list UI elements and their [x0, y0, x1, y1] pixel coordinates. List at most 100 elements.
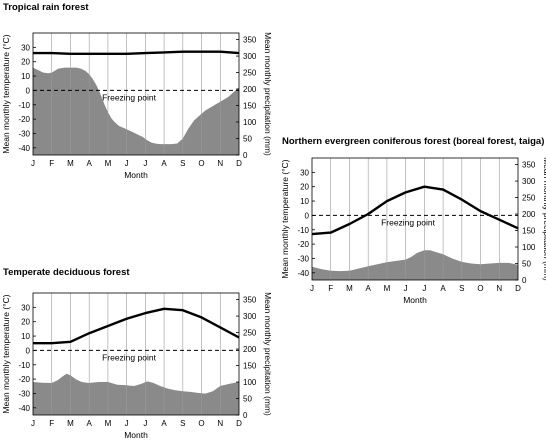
x-axis-label: Month — [124, 430, 148, 440]
precipitation-tick-label: 0 — [522, 276, 527, 285]
month-label: F — [328, 284, 333, 293]
precipitation-tick-label: 200 — [243, 85, 257, 94]
plot-frame — [32, 292, 240, 416]
month-label: N — [217, 419, 223, 428]
temperature-tick-label: 20 — [21, 318, 30, 327]
precipitation-axis-label: Mean monthly precipitation (mm) — [542, 157, 546, 281]
precipitation-tick-label: 100 — [243, 118, 257, 127]
month-label: J — [422, 284, 426, 293]
panel-plot: Freezing point3020100-10-20-30-403503002… — [1, 292, 273, 440]
freezing-point-label: Freezing point — [102, 92, 157, 102]
temperature-tick-label: 30 — [300, 168, 309, 177]
temperature-axis-label: Mean monthly temperature (°C) — [1, 294, 11, 413]
temperature-tick-label: -20 — [18, 115, 30, 124]
month-label: F — [49, 159, 54, 168]
temperature-tick-label: 30 — [21, 303, 30, 312]
month-label: D — [236, 159, 242, 168]
temperature-tick-label: -40 — [18, 144, 30, 153]
temperature-tick-label: -40 — [297, 269, 309, 278]
month-label: D — [236, 419, 242, 428]
panel-plot: Freezing point3020100-10-20-30-403503002… — [280, 157, 546, 305]
panel-title: Tropical rain forest — [3, 2, 89, 13]
temperature-tick-label: 20 — [21, 58, 30, 67]
month-label: M — [105, 419, 112, 428]
temperature-tick-label: 10 — [21, 72, 30, 81]
panel-temperate-deciduous-forest: Temperate deciduous forest Freezing poin… — [1, 267, 273, 440]
month-label: A — [161, 419, 167, 428]
month-label: S — [180, 419, 185, 428]
temperature-tick-label: 0 — [26, 346, 31, 355]
x-axis-label: Month — [124, 170, 148, 180]
temperature-tick-label: 10 — [21, 332, 30, 341]
temperature-tick-label: 20 — [300, 183, 309, 192]
precipitation-tick-label: 150 — [522, 227, 536, 236]
month-label: D — [515, 284, 521, 293]
month-label: O — [198, 159, 204, 168]
month-label: A — [161, 159, 167, 168]
temperature-line — [33, 307, 240, 345]
month-label: S — [180, 159, 185, 168]
month-label: A — [440, 284, 446, 293]
precipitation-tick-label: 300 — [243, 52, 257, 61]
month-label: J — [404, 284, 408, 293]
x-axis-label: Month — [403, 295, 427, 305]
month-label: O — [198, 419, 204, 428]
month-label: M — [105, 159, 112, 168]
temperature-tick-label: 0 — [305, 211, 310, 220]
month-label: A — [366, 284, 372, 293]
temperature-tick-label: 30 — [21, 43, 30, 52]
precipitation-tick-label: 300 — [243, 312, 257, 321]
temperature-tick-label: 0 — [26, 86, 31, 95]
precipitation-tick-label: 300 — [522, 177, 536, 186]
precipitation-tick-label: 0 — [243, 411, 248, 420]
precipitation-tick-label: 350 — [522, 161, 536, 170]
temperature-tick-label: -10 — [297, 226, 309, 235]
month-label: M — [346, 284, 353, 293]
month-label: F — [49, 419, 54, 428]
precipitation-tick-label: 350 — [243, 296, 257, 305]
precipitation-area — [33, 67, 239, 155]
precipitation-tick-label: 100 — [243, 378, 257, 387]
precipitation-tick-label: 150 — [243, 362, 257, 371]
precipitation-tick-label: 250 — [243, 329, 257, 338]
precipitation-tick-label: 250 — [522, 194, 536, 203]
precipitation-tick-label: 350 — [243, 36, 257, 45]
month-label: S — [459, 284, 464, 293]
precipitation-axis-label: Mean monthly precipitation (mm) — [263, 32, 273, 156]
freezing-point-label: Freezing point — [381, 217, 436, 227]
panel-boreal-forest: Northern evergreen coniferous forest (bo… — [280, 136, 546, 305]
precipitation-tick-label: 150 — [243, 102, 257, 111]
precipitation-tick-label: 50 — [243, 135, 252, 144]
month-label: J — [125, 159, 129, 168]
month-label: M — [67, 419, 74, 428]
panel-tropical-rain-forest: Tropical rain forest Freezing point 30 20 1… — [1, 2, 273, 180]
temperature-line — [311, 185, 519, 236]
month-label: N — [217, 159, 223, 168]
temperature-tick-label: -30 — [18, 389, 30, 398]
panel-title: Northern evergreen coniferous forest (bo… — [282, 136, 544, 147]
temperature-axis-label: Mean monthly temperature (°C) — [1, 34, 11, 153]
month-label: J — [310, 284, 314, 293]
month-label: J — [125, 419, 129, 428]
temperature-tick-label: -40 — [18, 404, 30, 413]
temperature-tick-label: -30 — [297, 254, 309, 263]
month-label: J — [31, 419, 35, 428]
precipitation-tick-label: 0 — [243, 151, 248, 160]
precipitation-tick-label: 250 — [243, 69, 257, 78]
precipitation-area — [33, 373, 239, 415]
temperature-tick-label: -10 — [18, 101, 30, 110]
month-label: A — [87, 159, 93, 168]
month-label: J — [31, 159, 35, 168]
temperature-tick-label: -20 — [297, 240, 309, 249]
precipitation-tick-label: 100 — [522, 243, 536, 252]
precipitation-area — [312, 250, 518, 280]
month-label: N — [496, 284, 502, 293]
month-label: M — [67, 159, 74, 168]
month-label: J — [143, 159, 147, 168]
precipitation-tick-label: 200 — [522, 210, 536, 219]
freezing-point-label: Freezing point — [102, 352, 157, 362]
panel-plot: Freezing point3020100-10-20-30-403503002… — [1, 32, 273, 180]
temperature-tick-label: 10 — [300, 197, 309, 206]
panel-title: Temperate deciduous forest — [3, 267, 130, 278]
